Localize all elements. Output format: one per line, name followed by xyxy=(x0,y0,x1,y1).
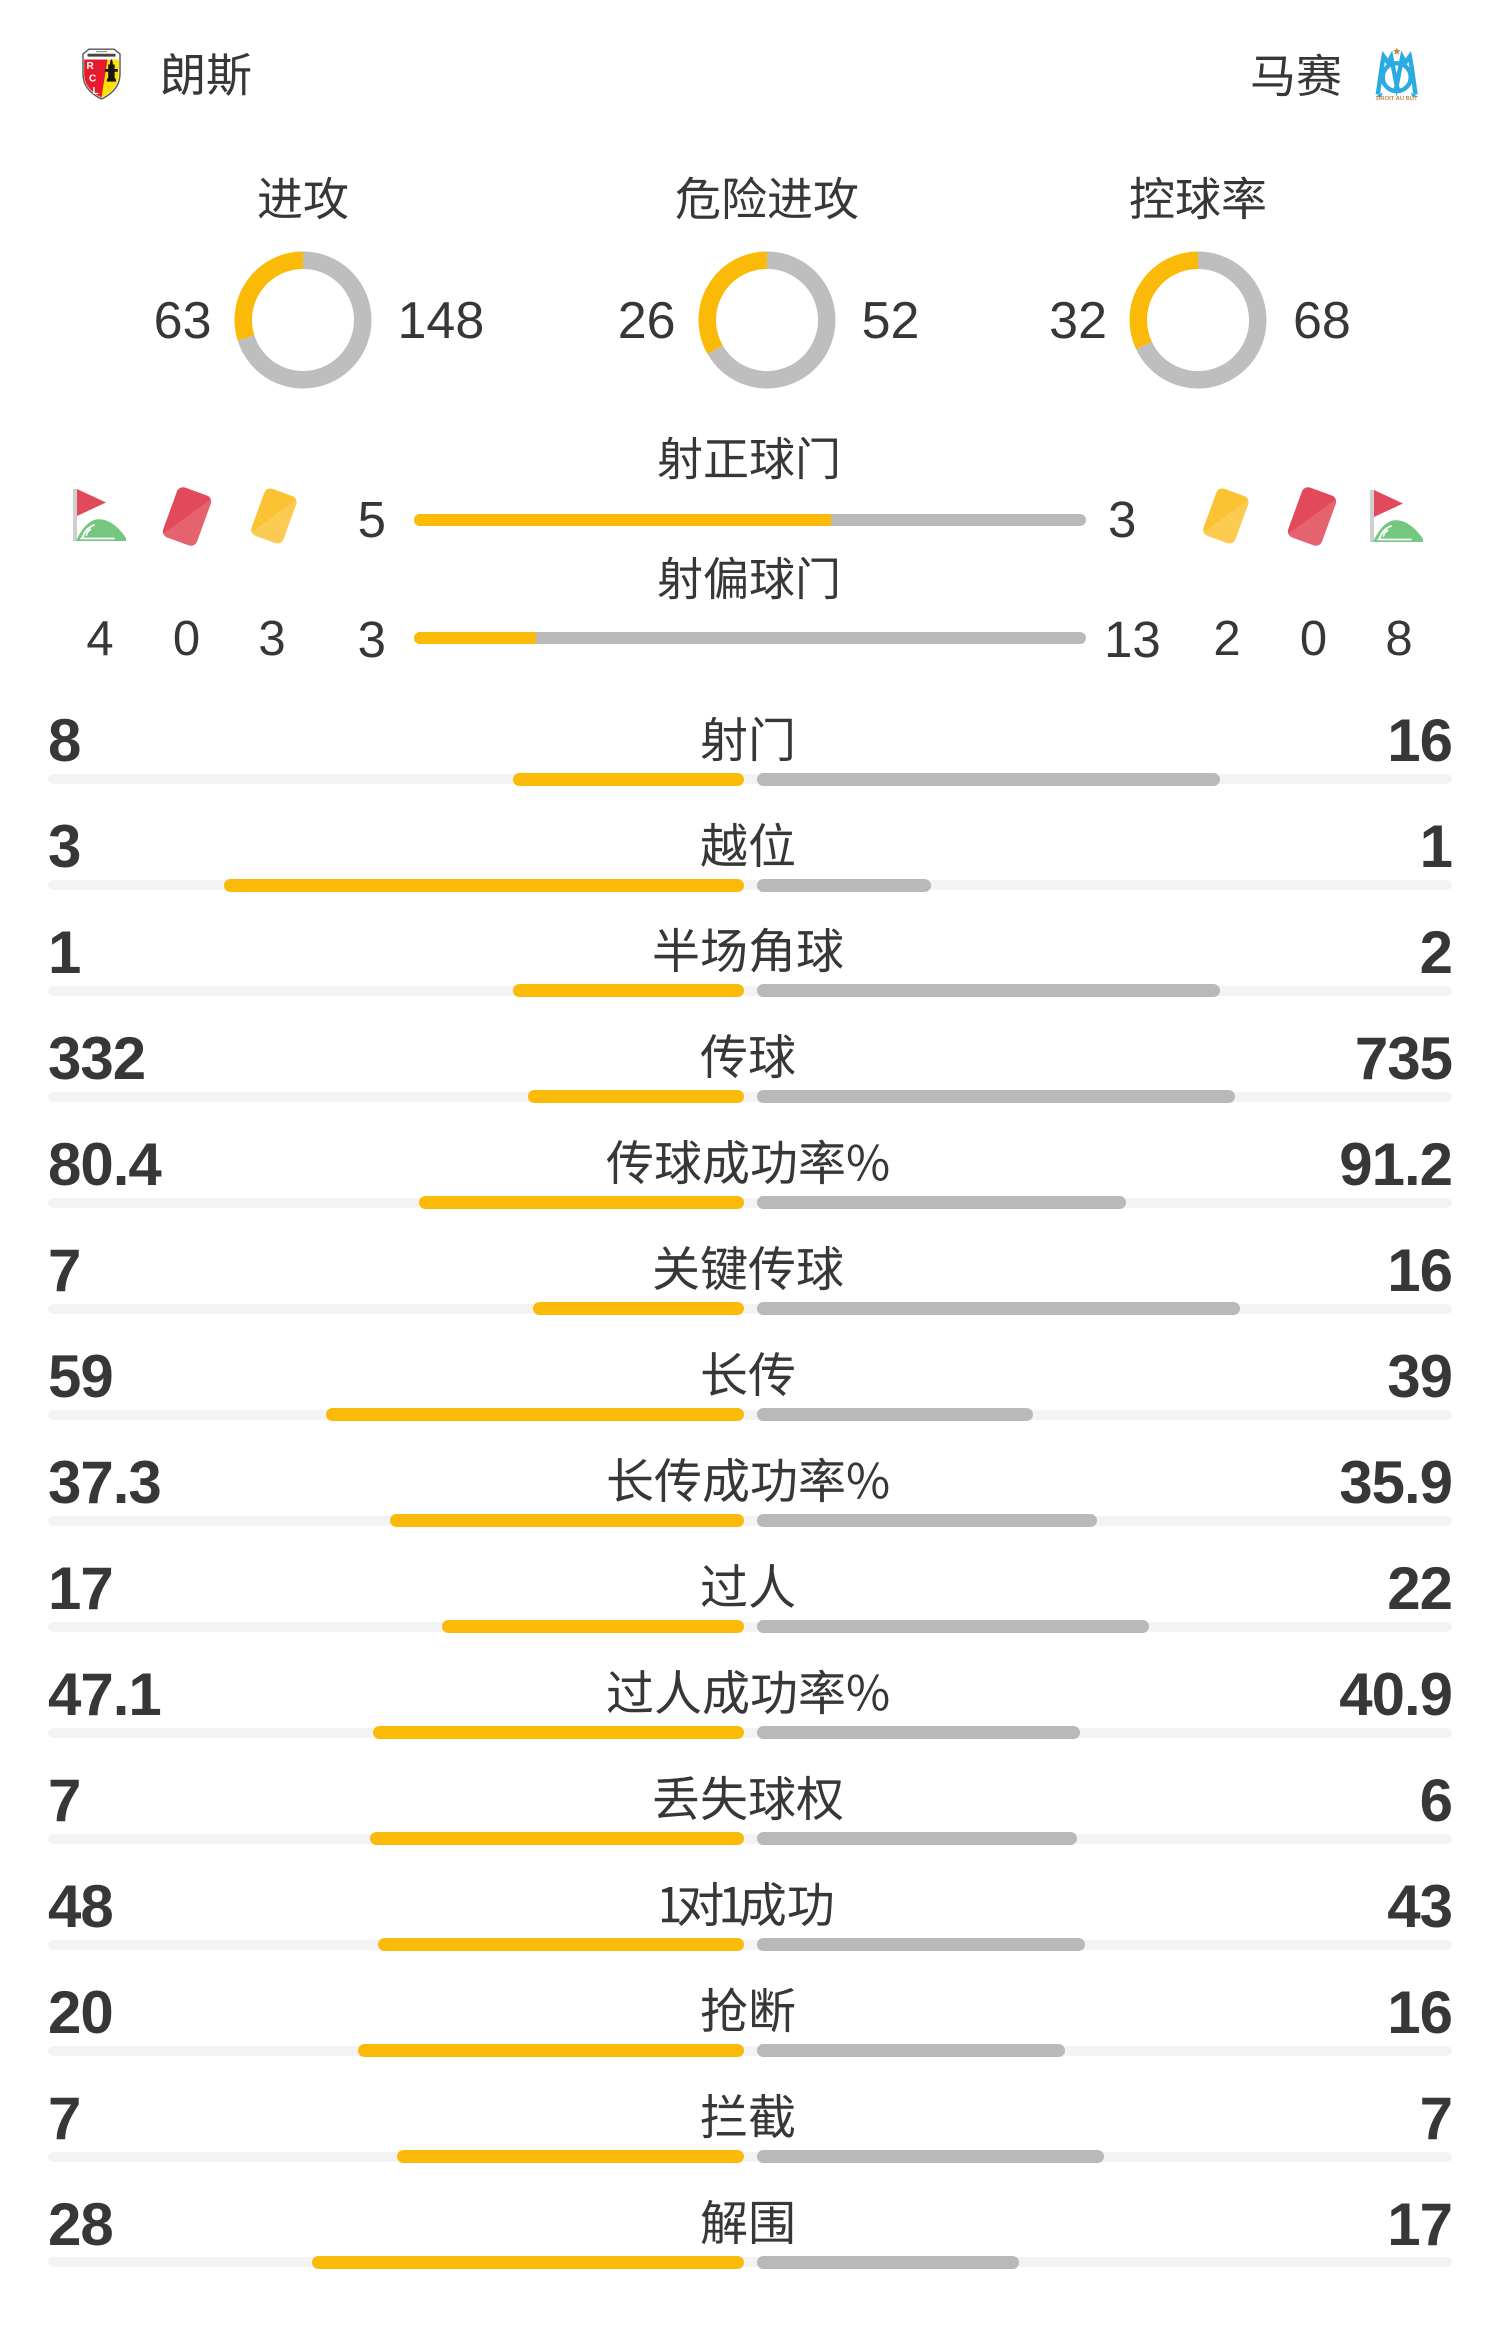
svg-text:L: L xyxy=(93,86,99,97)
svg-text:R: R xyxy=(87,61,95,72)
svg-text:C: C xyxy=(89,74,96,85)
svg-text:DROIT AU BUT: DROIT AU BUT xyxy=(1376,96,1418,101)
